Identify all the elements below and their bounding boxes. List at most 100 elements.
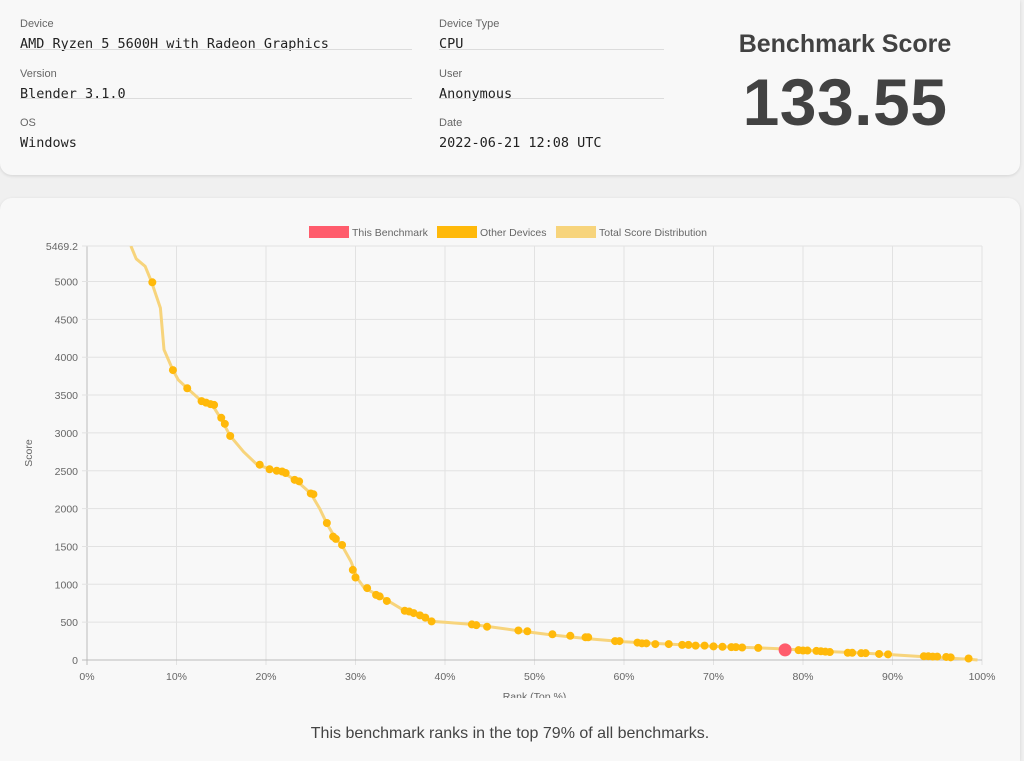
version-field: Version Blender 3.1.0 bbox=[20, 50, 412, 102]
legend-label: Total Score Distribution bbox=[599, 227, 707, 239]
other-device-point bbox=[964, 654, 973, 663]
distribution-line bbox=[129, 246, 978, 662]
device-type-field: Device Type CPU bbox=[439, 0, 664, 52]
other-device-point bbox=[861, 649, 870, 658]
other-device-point bbox=[642, 639, 651, 648]
other-device-point bbox=[295, 477, 304, 486]
other-device-point bbox=[226, 431, 235, 440]
rank-summary: This benchmark ranks in the top 79% of a… bbox=[310, 725, 710, 742]
other-device-point bbox=[848, 648, 857, 657]
other-device-point bbox=[409, 609, 418, 618]
device-type-label: Device Type bbox=[439, 18, 500, 30]
other-device-point bbox=[566, 631, 575, 640]
other-device-point bbox=[684, 640, 693, 649]
x-tick-label: 100% bbox=[969, 671, 996, 683]
other-device-point bbox=[148, 278, 157, 287]
y-tick-label: 3000 bbox=[55, 428, 79, 440]
x-tick-label: 90% bbox=[882, 671, 903, 683]
y-tick-label: 2500 bbox=[55, 466, 79, 478]
os-field: OS Windows bbox=[20, 99, 412, 151]
other-device-point bbox=[651, 640, 660, 649]
other-device-point bbox=[523, 627, 532, 636]
other-device-point bbox=[168, 366, 177, 375]
other-device-point bbox=[255, 460, 264, 469]
other-device-point bbox=[217, 413, 226, 422]
user-field: User Anonymous bbox=[439, 50, 664, 102]
other-device-point bbox=[664, 640, 673, 649]
other-device-point bbox=[875, 649, 884, 658]
other-device-point bbox=[709, 642, 718, 651]
benchmark-score-title: Benchmark Score bbox=[738, 30, 952, 58]
other-device-point bbox=[615, 637, 624, 646]
device-info-column-left: Device AMD Ryzen 5 5600H with Radeon Gra… bbox=[20, 0, 412, 151]
y-tick-label: 5000 bbox=[55, 277, 79, 289]
other-device-point bbox=[210, 400, 219, 409]
device-field: Device AMD Ryzen 5 5600H with Radeon Gra… bbox=[20, 0, 412, 52]
this-benchmark-point bbox=[778, 643, 792, 657]
y-tick-label: 1000 bbox=[55, 579, 79, 591]
other-device-point bbox=[363, 584, 372, 593]
y-tick-label: 500 bbox=[60, 617, 78, 629]
other-device-point bbox=[375, 592, 384, 601]
other-device-point bbox=[265, 465, 274, 474]
other-device-point bbox=[472, 621, 481, 630]
other-device-point bbox=[348, 565, 357, 574]
y-axis-title: Score bbox=[23, 439, 35, 467]
legend-label: Other Devices bbox=[480, 227, 547, 239]
other-device-point bbox=[382, 596, 391, 605]
other-device-point bbox=[884, 650, 893, 659]
other-device-point bbox=[351, 573, 360, 582]
other-device-point bbox=[803, 646, 812, 655]
device-info-column-right: Device Type CPU User Anonymous Date 2022… bbox=[439, 0, 664, 151]
other-device-point bbox=[933, 652, 942, 661]
other-device-point bbox=[421, 613, 430, 622]
x-tick-label: 0% bbox=[79, 671, 94, 683]
other-device-point bbox=[183, 384, 192, 393]
other-device-point bbox=[754, 643, 763, 652]
y-tick-label: 4500 bbox=[55, 314, 79, 326]
score-distribution-chart: 0% 10% 20% 30% 40% 50% 60% 70% 80% 90% 100% 0 500 100… bbox=[23, 226, 996, 698]
other-device-point bbox=[483, 622, 492, 631]
legend-swatch bbox=[309, 226, 349, 238]
other-device-point bbox=[738, 643, 747, 652]
chart-card bbox=[0, 198, 1020, 761]
other-device-point bbox=[220, 419, 229, 428]
other-device-point bbox=[281, 469, 290, 478]
device-info-card: Device AMD Ryzen 5 5600H with Radeon Gra… bbox=[0, 0, 1020, 175]
other-device-point bbox=[309, 490, 318, 499]
y-tick-label: 5469.2 bbox=[46, 241, 78, 253]
date-field: Date 2022-06-21 12:08 UTC bbox=[439, 99, 664, 151]
legend-swatch bbox=[556, 226, 596, 238]
other-device-point bbox=[731, 643, 740, 652]
other-device-point bbox=[678, 640, 687, 649]
other-device-point bbox=[700, 641, 709, 650]
other-device-point bbox=[718, 642, 727, 651]
legend-label: This Benchmark bbox=[352, 227, 429, 239]
user-label: User bbox=[439, 67, 463, 80]
device-label: Device bbox=[20, 18, 54, 30]
other-device-point bbox=[946, 653, 955, 662]
date-value: 2022-06-21 12:08 UTC bbox=[439, 135, 602, 151]
os-label: OS bbox=[20, 117, 36, 129]
other-device-point bbox=[691, 641, 700, 650]
other-device-point bbox=[548, 630, 557, 639]
other-device-point bbox=[322, 518, 331, 527]
x-tick-label: 60% bbox=[613, 671, 634, 683]
other-device-point bbox=[338, 540, 347, 549]
x-tick-label: 50% bbox=[524, 671, 545, 683]
y-tick-label: 0 bbox=[72, 655, 78, 667]
y-tick-label: 4000 bbox=[55, 352, 79, 364]
date-label: Date bbox=[439, 117, 463, 129]
benchmark-score-value: 133.55 bbox=[742, 65, 948, 139]
x-tick-label: 30% bbox=[345, 671, 366, 683]
version-label: Version bbox=[20, 67, 57, 80]
os-value: Windows bbox=[20, 135, 77, 151]
other-device-point bbox=[331, 534, 340, 543]
other-device-point bbox=[514, 626, 523, 635]
benchmark-score-box: Benchmark Score 133.55 bbox=[700, 30, 990, 140]
x-tick-label: 40% bbox=[434, 671, 455, 683]
x-tick-label: 20% bbox=[255, 671, 276, 683]
legend-swatch bbox=[437, 226, 477, 238]
x-tick-label: 10% bbox=[166, 671, 187, 683]
other-device-point bbox=[584, 633, 593, 642]
